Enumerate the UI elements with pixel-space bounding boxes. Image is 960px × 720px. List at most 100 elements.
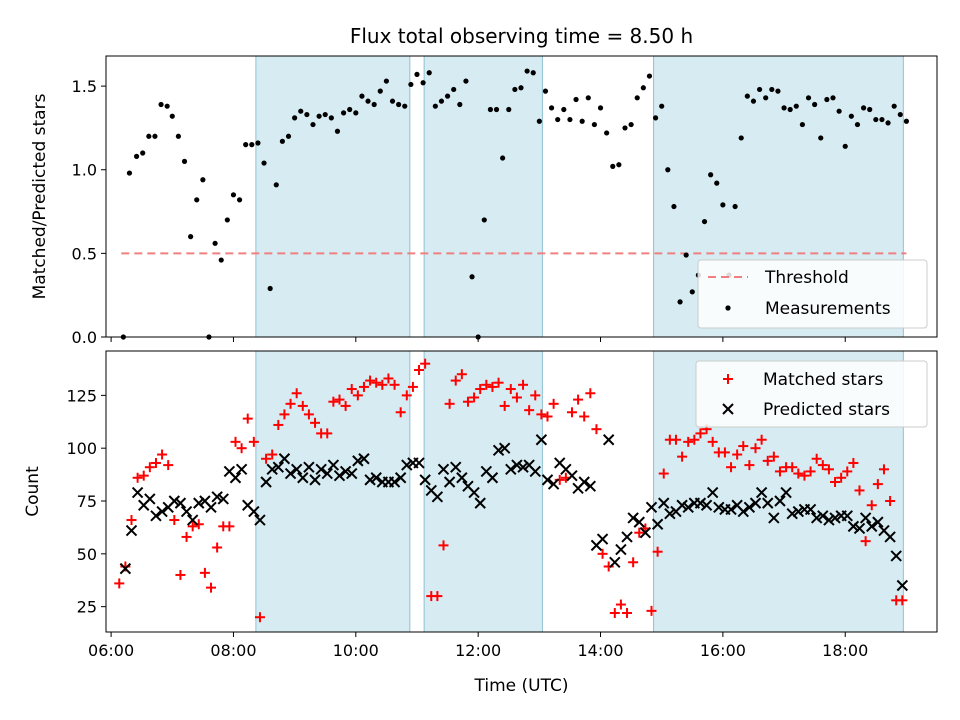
bottom-panel: 25 50 75 100 125 06:00 08:00 10:00 12:00 14:00 16… <box>23 350 938 696</box>
measurement-point <box>506 106 512 113</box>
measurement-point <box>799 121 806 128</box>
measurement-point <box>524 68 530 74</box>
matched-star-point <box>157 449 168 460</box>
matched-star-point <box>377 379 388 390</box>
y-tick-label: 75 <box>77 492 97 511</box>
predicted-star-point <box>664 507 676 520</box>
predicted-star-point <box>419 474 431 486</box>
x-tick-label: 06:00 <box>88 641 134 660</box>
legend-matched-marker <box>723 374 733 384</box>
matched-star-point <box>187 521 198 532</box>
measurement-point <box>371 101 377 108</box>
matched-star-point <box>689 434 700 445</box>
x-stroke <box>248 505 260 518</box>
x-stroke <box>609 556 621 568</box>
measurement-point <box>677 299 683 305</box>
measurement-point <box>420 80 426 86</box>
measurement-point <box>451 86 457 93</box>
x-stroke <box>658 497 670 509</box>
x-stroke <box>168 495 181 507</box>
measurement-point <box>646 73 653 79</box>
measurement-point <box>146 133 152 139</box>
measurement-point <box>181 158 188 164</box>
measurement-point <box>897 111 903 118</box>
bottom-legend-box <box>695 360 928 428</box>
x-stroke <box>217 493 229 505</box>
predicted-star-point <box>596 533 609 545</box>
x-stroke <box>725 503 737 516</box>
x-stroke <box>596 533 609 545</box>
matched-star-point <box>505 384 516 395</box>
predicted-star-point <box>401 459 413 471</box>
matched-star-point <box>511 392 522 403</box>
matched-star-point <box>536 409 547 420</box>
measurement-point <box>414 71 420 77</box>
matched-star-point <box>524 405 535 416</box>
measurement-point <box>818 135 824 141</box>
x-stroke <box>645 501 658 514</box>
matched-star-point <box>438 540 449 551</box>
predicted-star-point <box>517 461 529 473</box>
measurement-point <box>604 130 610 136</box>
predicted-star-point <box>817 510 829 522</box>
matched-star-point <box>774 466 785 477</box>
x-tick-label: 16:00 <box>700 641 746 660</box>
matched-stars-series <box>114 358 908 623</box>
x-stroke <box>890 550 902 562</box>
x-tick-label: 12:00 <box>455 641 501 660</box>
x-stroke <box>297 472 309 484</box>
x-stroke <box>498 442 511 454</box>
matched-star-point <box>603 561 614 572</box>
matched-star-point <box>114 578 125 589</box>
x-stroke <box>450 461 462 473</box>
x-stroke <box>810 512 823 524</box>
measurement-point <box>292 115 298 121</box>
matched-star-point <box>206 582 217 593</box>
measurement-point <box>652 115 659 121</box>
measurement-point <box>628 121 634 128</box>
predicted-star-point <box>841 510 853 522</box>
measurement-point <box>279 138 285 144</box>
predicted-star-point <box>700 499 713 511</box>
x-stroke <box>193 497 205 509</box>
measurement-point <box>769 86 775 93</box>
matched-star-point <box>530 390 541 401</box>
measurement-point <box>640 85 646 91</box>
matched-star-point <box>236 443 247 454</box>
measurement-point <box>714 180 720 186</box>
predicted-star-point <box>272 461 285 473</box>
x-stroke <box>327 459 340 471</box>
predicted-star-point <box>541 474 554 486</box>
x-stroke <box>664 507 676 520</box>
matched-star-point <box>628 557 639 568</box>
x-stroke <box>211 491 223 503</box>
top-axes-frame <box>105 55 938 338</box>
predicted-star-point <box>774 495 786 507</box>
measurement-point <box>548 105 555 111</box>
x-stroke <box>841 510 853 522</box>
measurement-point <box>567 116 573 123</box>
predicted-star-point <box>193 497 205 509</box>
measurement-point <box>402 103 408 109</box>
matched-star-point <box>566 407 577 418</box>
x-stroke <box>547 478 560 490</box>
matched-star-point <box>297 400 308 411</box>
y-tick-label: 125 <box>66 386 97 405</box>
predicted-star-point <box>633 516 645 528</box>
predicted-star-point <box>248 505 260 518</box>
x-stroke <box>156 505 168 518</box>
x-stroke <box>743 501 756 514</box>
matched-star-point <box>175 569 186 580</box>
matched-star-point <box>695 428 706 439</box>
x-stroke <box>321 467 333 480</box>
predicted-star-point <box>658 497 670 509</box>
bottom-y-ticks: 25 50 75 100 125 <box>66 386 106 617</box>
x-stroke <box>560 463 572 476</box>
matched-star-point <box>646 605 657 616</box>
x-stroke <box>474 497 486 509</box>
predicted-star-point <box>762 497 774 509</box>
x-stroke <box>266 463 278 476</box>
x-stroke <box>370 472 382 484</box>
x-stroke <box>517 461 529 473</box>
measurement-point <box>824 96 830 103</box>
